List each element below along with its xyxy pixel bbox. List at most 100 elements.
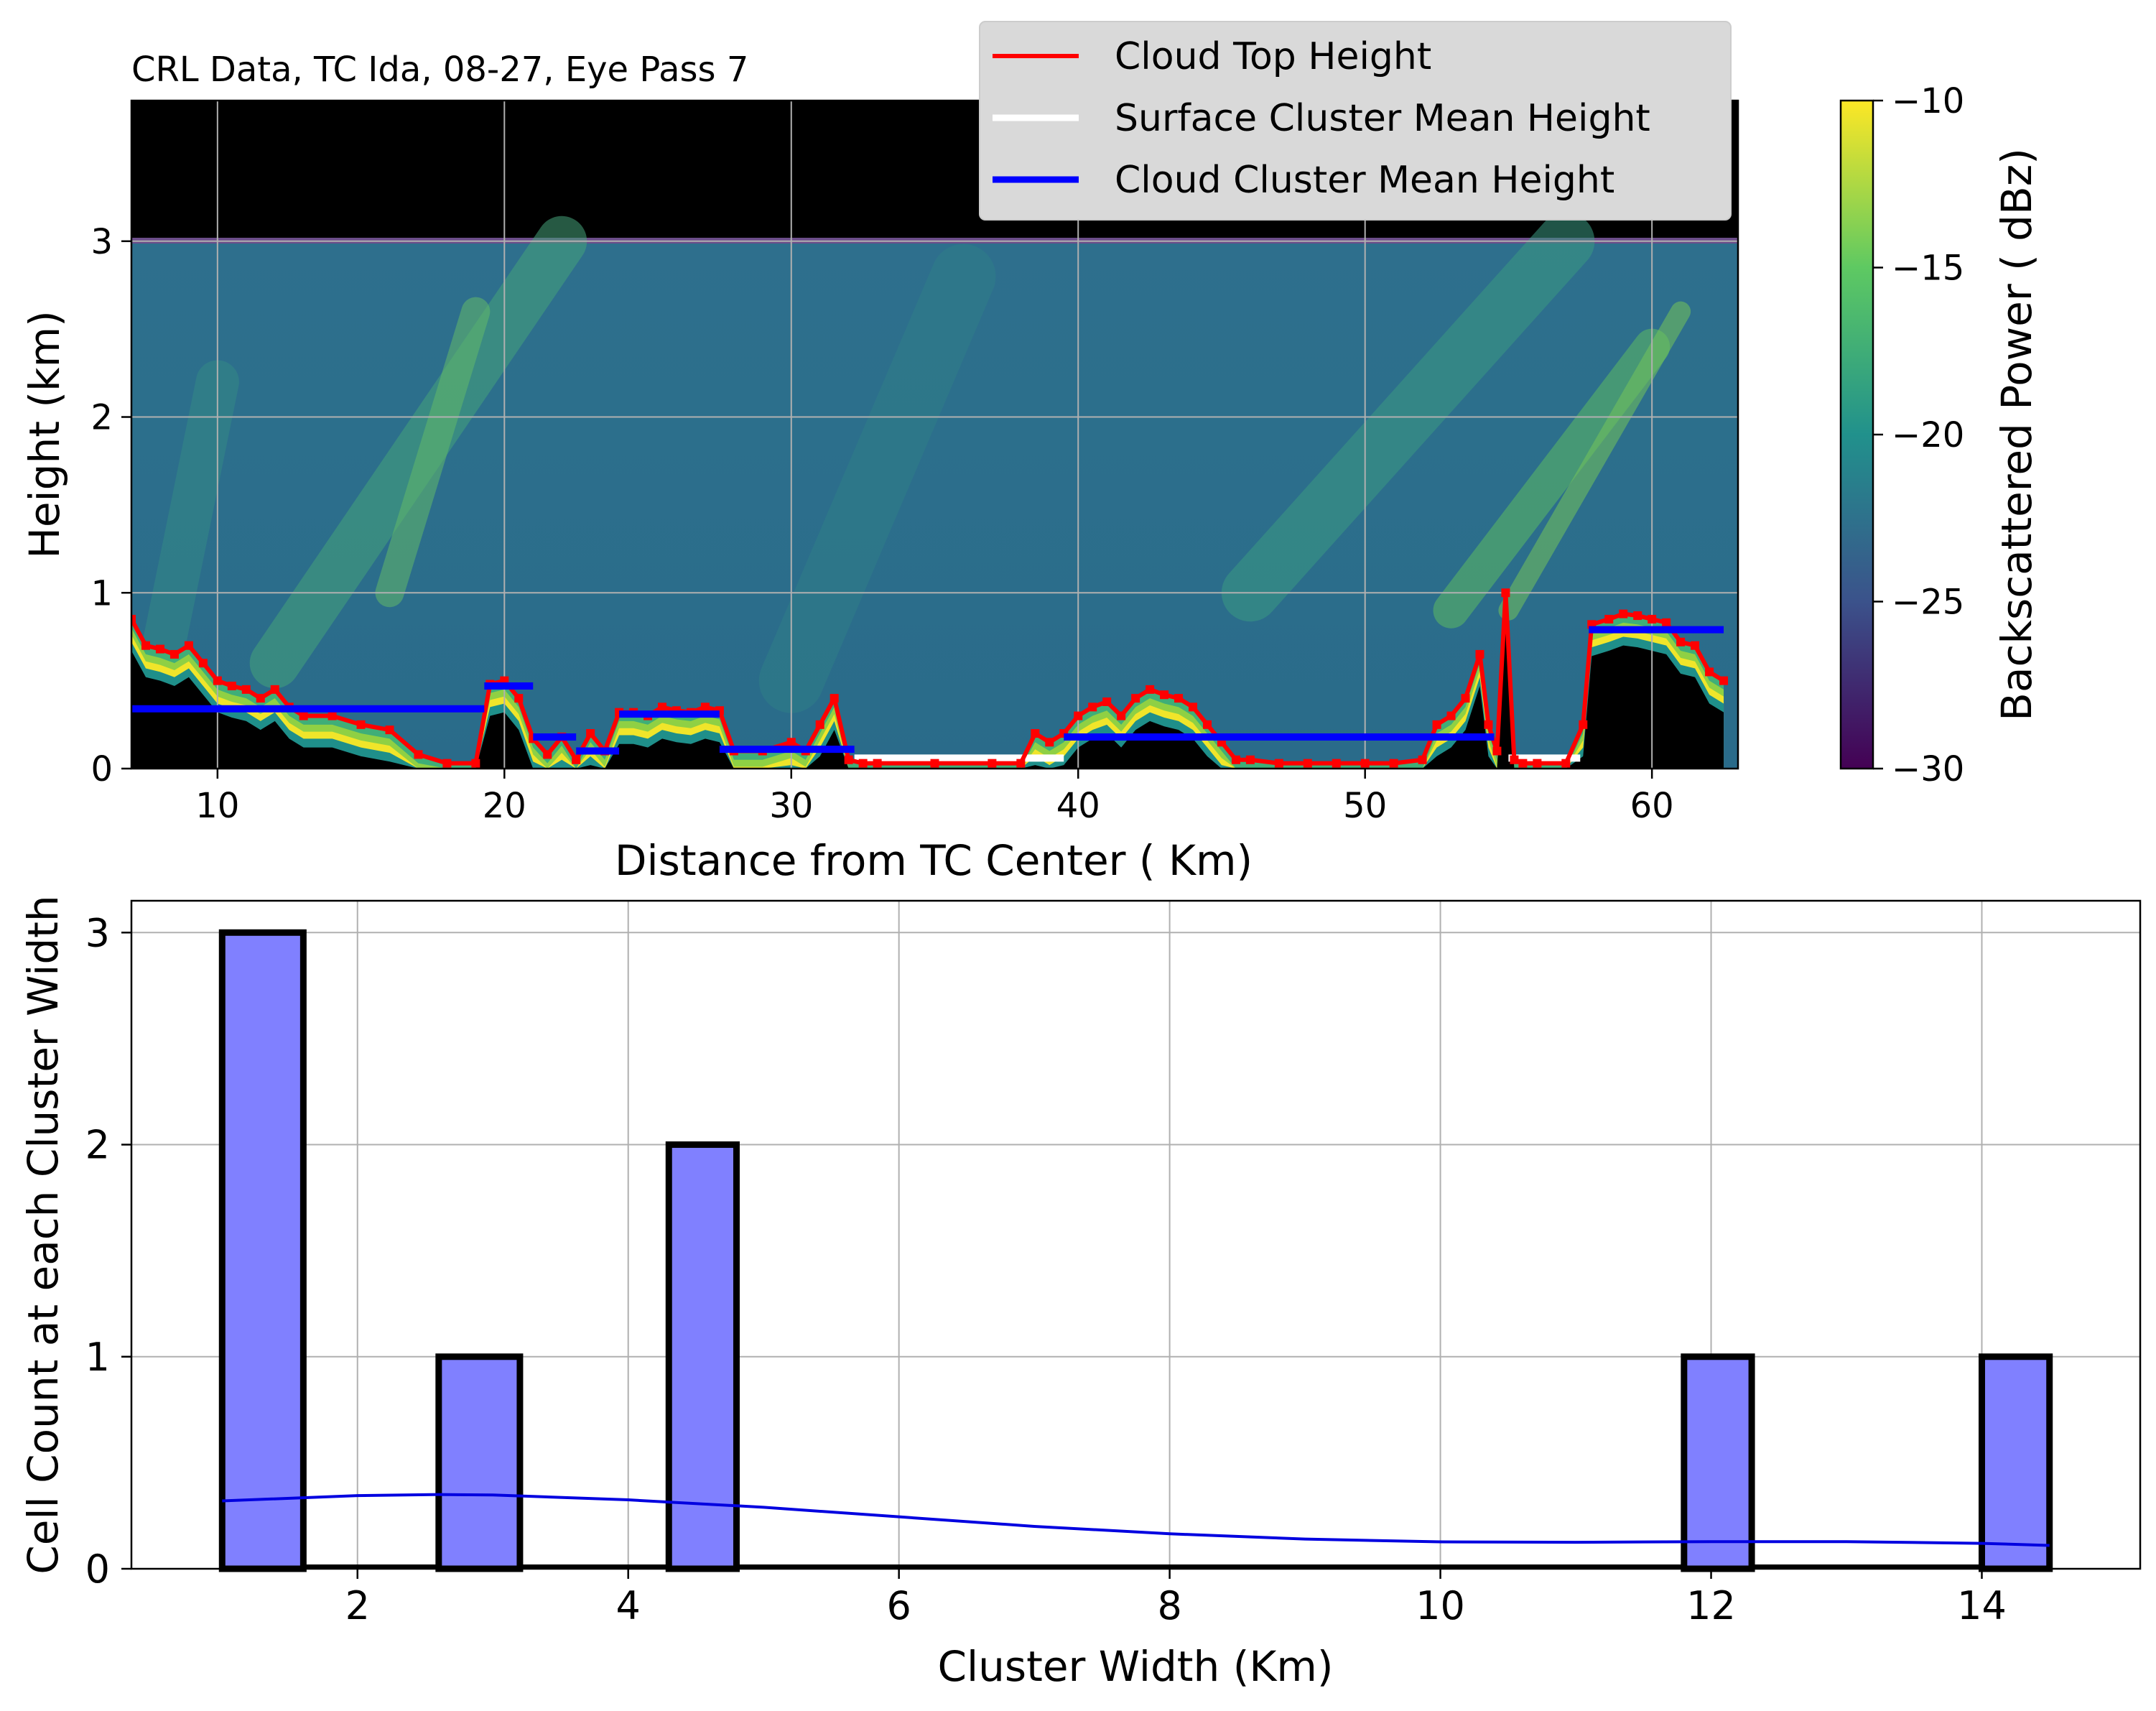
top-panel: 10 20 30 40 50 60 0 1 2 3 CRL Data, TC Ida, 08-27… [20,21,2041,885]
cloud-top-point [442,759,452,768]
colorbar: −10 −15 −20 −25 −30 Backscattered Power ( dB… [1839,81,2041,789]
cloud-top-point [1360,759,1370,768]
cloud-top-point [327,711,337,720]
cloud-top-point [844,755,853,764]
cloud-top-point [830,694,839,703]
top-xtick-label: 30 [769,786,813,826]
cloud-top-point [1202,720,1212,729]
cloud-top-point [543,750,552,759]
cloud-top-point [184,641,193,650]
cloud-top-point [1461,694,1470,703]
cloud-top-point [227,681,236,690]
cloud-top-point [1146,685,1155,694]
bottom-grid [131,901,2140,1569]
cloud-top-point [241,685,251,694]
cloud-top-point [572,755,581,764]
cloud-top-point [256,694,265,703]
cloud-top-point [299,711,308,720]
cloud-top-point [385,725,394,735]
cloud-top-point [1676,637,1686,646]
colorbar-tick-label: −25 [1892,583,1964,623]
colorbar-tick-label: −15 [1892,249,1964,289]
cloud-top-point [700,703,710,712]
top-ytick-label: 2 [90,398,113,438]
top-xtick-label: 20 [483,786,526,826]
top-series [131,588,1729,768]
cloud-top-point [1705,667,1714,677]
cloud-top-point [198,659,208,668]
bottom-ytick-label: 0 [85,1547,110,1592]
bottom-ytick-label: 1 [85,1335,110,1380]
cloud-top-point [1332,759,1341,768]
cloud-top-point [270,685,279,694]
cloud-top-point [1245,755,1255,764]
top-ytick-label: 0 [90,749,113,789]
bottom-axes-frame [130,899,2142,1570]
cloud-top-point [873,759,882,768]
top-xtick-label: 50 [1343,786,1387,826]
top-xtick-label: 60 [1630,786,1674,826]
cloud-top-point [858,759,868,768]
bottom-xtick-label: 4 [616,1583,641,1628]
bottom-xtick-label: 2 [345,1583,370,1628]
cloud-top-point [213,676,222,685]
cloud-top-point [1432,720,1441,729]
histogram-bar [435,1353,524,1572]
cloud-top-point [1604,614,1614,623]
cloud-top-point [786,738,796,747]
cloud-top-point [1131,694,1140,703]
cloud-top-point [1691,641,1700,650]
field-streak [138,360,239,685]
legend-box [979,21,1732,221]
bottom-ytick-label: 3 [85,910,110,955]
cloud-top-point [1303,759,1312,768]
cloud-top-point [1719,676,1729,685]
bottom-xtick-label: 14 [1957,1583,2007,1628]
bottom-xtick-label: 12 [1686,1583,1736,1628]
histogram-bar [218,929,307,1572]
kde-line [222,1493,2050,1547]
cloud-top-point [1189,703,1198,712]
histogram-bar [665,1141,740,1572]
field-streak [375,297,491,608]
field-streak [1433,328,1671,629]
cloud-top-point [586,729,595,738]
cloud-top-point [815,720,824,729]
colorbar-tick-label: −20 [1892,415,1964,455]
colorbar-label: Backscattered Power ( dBz) [1992,148,2041,721]
bottom-ytick-label: 2 [85,1123,110,1168]
cloud-top-point [155,644,164,654]
cloud-top-point [1389,759,1398,768]
cloud-top-point [1662,618,1671,627]
cloud-top-point [169,649,179,659]
cloud-top-point [1016,759,1026,768]
colorbar-ticks: −10 −15 −20 −25 −30 [1873,81,1964,789]
cloud-top-point [1045,738,1054,747]
cloud-top-point [1533,759,1542,768]
cloud-top-point [1160,690,1169,700]
cloud-top-point [988,759,997,768]
cloud-top-point [1492,746,1502,756]
top-title: CRL Data, TC Ida, 08-27, Eye Pass 7 [131,50,748,90]
cloud-top-point [1484,720,1493,729]
cloud-top-point [1501,588,1510,598]
histogram-bars [218,929,2053,1572]
cloud-top-point [356,720,366,729]
bottom-xtick-label: 10 [1416,1583,1465,1628]
cloud-top-point [1619,609,1628,618]
cloud-top-point [141,641,150,650]
top-xtick-label: 40 [1056,786,1100,826]
surface-echo-bands [131,593,1724,769]
kde-curve [222,1493,2050,1547]
top-axes-frame [130,99,1739,770]
cloud-top-point [1174,694,1184,703]
cloud-top-point [1648,614,1657,623]
cloud-top-point [1274,759,1283,768]
top-xlabel: Distance from TC Center ( Km) [615,836,1253,885]
cloud-top-point [1088,703,1097,712]
cloud-top-point [1561,759,1571,768]
cloud-top-point [1031,729,1040,738]
top-xtick-label: 10 [195,786,239,826]
